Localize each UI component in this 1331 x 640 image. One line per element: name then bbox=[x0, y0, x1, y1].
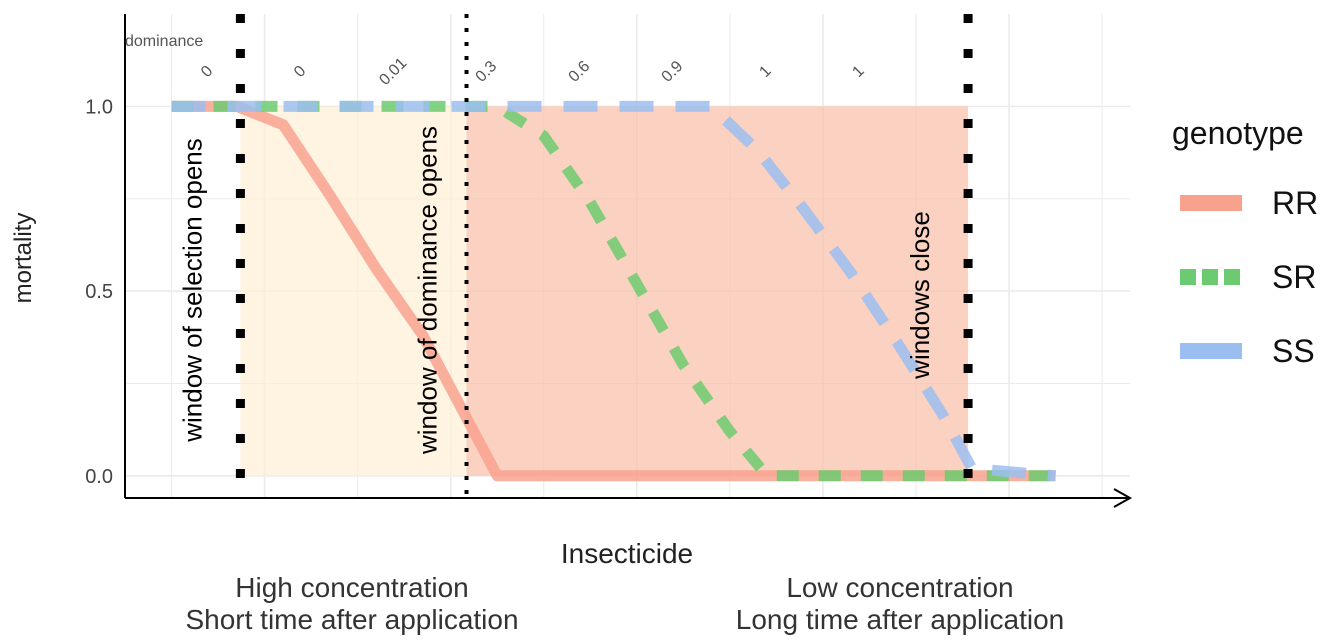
dominance-value: 0.6 bbox=[566, 58, 594, 86]
legend-key-ss bbox=[1180, 343, 1242, 359]
window-label-2: windows close bbox=[905, 211, 935, 380]
caption-right-line2: Long time after application bbox=[735, 604, 1065, 635]
legend-item-rr: RR bbox=[1172, 166, 1331, 240]
dominance-value: 0 bbox=[291, 63, 309, 81]
window-region-1 bbox=[466, 106, 969, 476]
y-tick-label: 0.5 bbox=[85, 281, 113, 303]
x-axis-arrow bbox=[1113, 488, 1133, 508]
window-label-0: window of selection opens bbox=[177, 138, 207, 443]
legend: genotype RR SR SS bbox=[1172, 115, 1331, 388]
dominance-value: 0.01 bbox=[376, 55, 410, 89]
dominance-value: 0.3 bbox=[473, 58, 501, 86]
y-axis-label: mortality bbox=[10, 212, 37, 304]
dominance-value: 1 bbox=[756, 63, 774, 81]
x-axis-label: Insecticide bbox=[560, 538, 694, 569]
legend-title: genotype bbox=[1172, 115, 1304, 151]
dominance-value: 1 bbox=[849, 63, 867, 81]
caption-left: High concentration Short time after appl… bbox=[92, 572, 612, 636]
legend-item-sr: SR bbox=[1172, 240, 1331, 314]
caption-right-line1: Low concentration bbox=[786, 572, 1014, 603]
legend-label-sr: SR bbox=[1272, 258, 1317, 295]
window-regions bbox=[240, 106, 969, 476]
legend-item-ss: SS bbox=[1172, 314, 1331, 388]
legend-key-sr bbox=[1180, 269, 1242, 285]
series-line-sr bbox=[171, 100, 1056, 482]
caption-left-line2: Short time after application bbox=[185, 604, 519, 635]
dominance-value: 0 bbox=[198, 63, 216, 81]
series-lines bbox=[171, 100, 1057, 482]
axes bbox=[124, 14, 1133, 508]
caption-right: Low concentration Long time after applic… bbox=[640, 572, 1160, 636]
caption-left-line1: High concentration bbox=[235, 572, 469, 603]
window-lines bbox=[235, 14, 973, 502]
y-tick-label: 1.0 bbox=[85, 96, 113, 118]
dominance-value: 0.9 bbox=[659, 58, 687, 86]
window-region-0 bbox=[240, 106, 467, 476]
window-label-1: window of dominance opens bbox=[413, 126, 443, 455]
legend-key-rr bbox=[1180, 195, 1242, 211]
y-tick-label: 0.0 bbox=[85, 466, 113, 488]
legend-label-ss: SS bbox=[1272, 332, 1315, 369]
series-line-ss bbox=[171, 100, 1057, 482]
legend-label-rr: RR bbox=[1272, 184, 1319, 221]
dominance-label: dominance bbox=[125, 33, 203, 50]
